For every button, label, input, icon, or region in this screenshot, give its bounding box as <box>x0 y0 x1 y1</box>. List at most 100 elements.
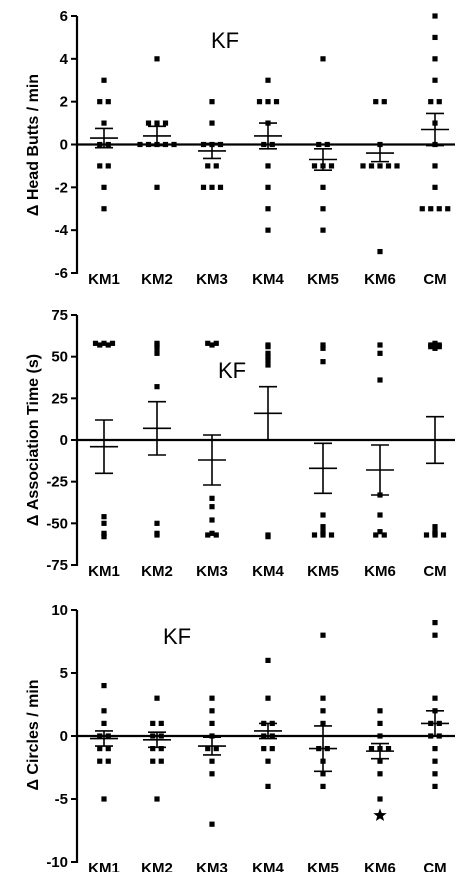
x-category-label: KM2 <box>141 860 173 872</box>
data-point <box>265 357 271 363</box>
panel-title: KF <box>211 28 239 53</box>
data-point <box>217 141 224 148</box>
data-point <box>154 695 160 701</box>
x-category-label: KM2 <box>141 271 173 288</box>
y-tick-label: -75 <box>46 557 68 574</box>
x-category-label: KM4 <box>252 860 284 872</box>
x-category-label: KM2 <box>141 563 173 580</box>
data-point <box>154 530 160 536</box>
data-point <box>377 720 383 726</box>
data-point <box>385 163 392 169</box>
data-point <box>265 77 271 83</box>
data-point <box>209 758 215 764</box>
x-category-label: KM6 <box>364 271 396 288</box>
data-point <box>213 340 219 346</box>
data-point <box>101 77 107 83</box>
data-point <box>320 56 326 62</box>
data-point <box>154 520 160 526</box>
data-point <box>432 13 438 19</box>
x-category-label: KM5 <box>307 860 339 872</box>
data-point <box>97 746 103 752</box>
data-point <box>428 99 434 105</box>
data-point <box>377 248 383 255</box>
data-point <box>213 532 219 538</box>
y-tick-label: 0 <box>60 432 68 449</box>
y-tick-label: -6 <box>55 265 68 282</box>
data-point <box>419 206 425 212</box>
data-point <box>213 163 219 169</box>
data-point <box>311 163 318 169</box>
data-point <box>109 340 116 346</box>
data-point <box>209 99 215 105</box>
data-point <box>436 99 442 105</box>
data-point <box>432 56 438 62</box>
data-point <box>209 120 215 126</box>
data-point <box>209 695 215 701</box>
x-category-label: KM1 <box>88 563 120 580</box>
data-point <box>265 783 271 789</box>
data-point <box>269 141 275 148</box>
x-category-label: KM6 <box>364 563 396 580</box>
y-tick-label: 2 <box>60 94 68 111</box>
x-category-label: CM <box>423 860 446 872</box>
data-point <box>265 657 271 663</box>
data-point <box>269 733 275 739</box>
data-point <box>101 532 107 538</box>
data-point <box>432 758 438 764</box>
data-point <box>432 163 438 169</box>
x-category-label: KM4 <box>252 271 284 288</box>
data-point <box>154 345 160 351</box>
data-point <box>97 141 103 148</box>
x-category-label: KM1 <box>88 860 120 872</box>
data-point <box>368 746 375 752</box>
data-point <box>320 206 326 212</box>
data-point <box>265 695 271 701</box>
data-point <box>320 695 326 701</box>
data-point <box>101 514 107 520</box>
data-point <box>209 530 215 536</box>
y-tick-label: 0 <box>60 137 68 154</box>
data-point <box>432 530 438 536</box>
y-tick-label: -4 <box>55 222 69 239</box>
data-point <box>145 120 152 126</box>
data-point <box>265 99 271 105</box>
data-point <box>92 340 99 346</box>
data-point <box>436 206 442 212</box>
x-category-label: KM6 <box>364 860 396 872</box>
data-point <box>97 758 103 764</box>
data-point <box>381 99 387 105</box>
data-point <box>162 120 169 126</box>
data-point <box>320 783 326 789</box>
data-point <box>145 141 152 148</box>
data-point <box>320 345 326 351</box>
data-point <box>269 746 275 752</box>
data-point <box>373 532 379 538</box>
data-point <box>150 720 156 726</box>
data-point <box>320 708 326 714</box>
data-point <box>377 708 383 714</box>
x-category-label: CM <box>423 271 446 288</box>
data-point <box>209 517 215 523</box>
data-point <box>105 758 111 764</box>
data-point <box>209 184 215 190</box>
data-point <box>368 163 375 169</box>
data-point <box>320 632 326 638</box>
data-point <box>320 529 326 535</box>
data-point <box>150 733 156 739</box>
data-point <box>265 163 271 169</box>
y-axis-title: Δ Association Time (s) <box>25 354 42 526</box>
data-point <box>205 532 211 538</box>
data-point <box>432 783 438 789</box>
data-point <box>261 733 267 739</box>
y-tick-label: 4 <box>60 51 69 68</box>
data-point <box>377 758 383 764</box>
data-point <box>377 377 383 383</box>
data-point <box>320 359 326 365</box>
data-point <box>158 758 164 764</box>
data-point <box>265 344 271 350</box>
data-point <box>209 771 215 777</box>
data-point <box>97 733 103 739</box>
data-point <box>265 534 271 540</box>
data-point <box>158 733 164 739</box>
